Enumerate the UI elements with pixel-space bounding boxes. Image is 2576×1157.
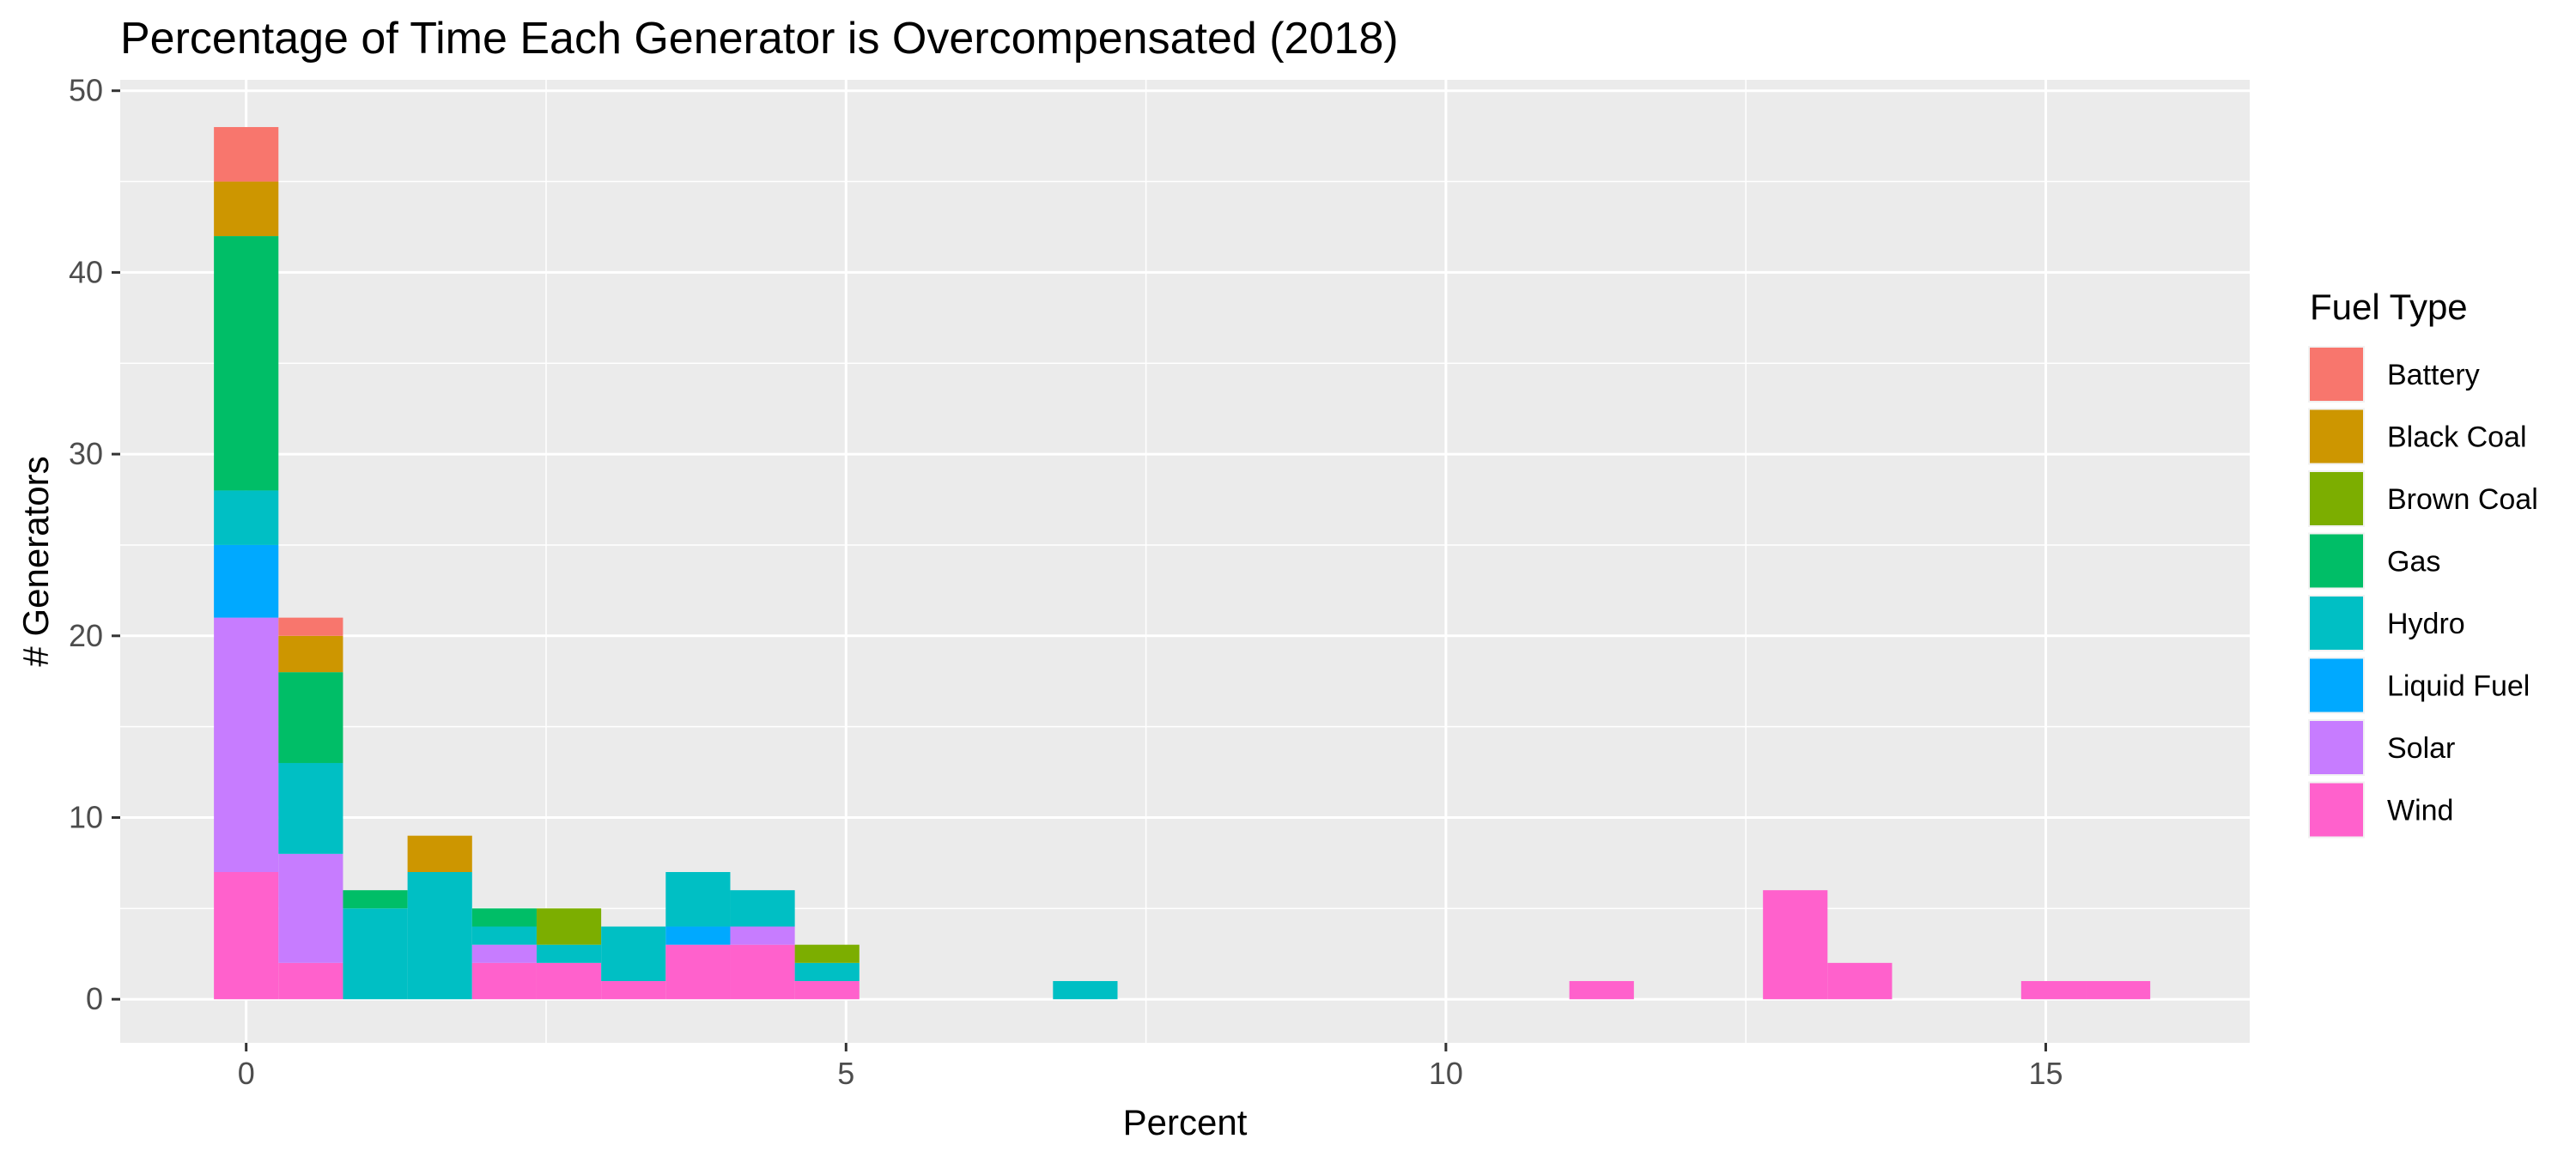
bar-gas (214, 236, 279, 491)
bar-wind (1763, 890, 1828, 1000)
bar-wind (214, 872, 279, 1000)
legend-label: Hydro (2387, 608, 2465, 640)
x-tick-label: 5 (837, 1056, 854, 1091)
bar-wind (665, 944, 731, 1000)
legend-key-wind (2310, 783, 2363, 837)
bar-solar (471, 944, 537, 963)
bar-solar (214, 617, 279, 873)
legend-key-brown-coal (2310, 472, 2363, 525)
bar-hydro (794, 962, 860, 982)
chart-title: Percentage of Time Each Generator is Ove… (120, 14, 1399, 64)
legend-label: Black Coal (2387, 421, 2527, 454)
bar-wind (2020, 981, 2087, 1000)
bar-hydro (1053, 981, 1118, 1000)
bar-black-coal (407, 835, 472, 873)
legend-label: Gas (2387, 546, 2440, 578)
legend-key-gas (2310, 534, 2363, 588)
bar-wind (601, 981, 666, 1000)
bar-wind (536, 962, 602, 1000)
bar-gas (471, 908, 537, 927)
bar-hydro (601, 926, 666, 982)
bar-liquid-fuel (214, 544, 279, 618)
y-tick-label: 0 (86, 981, 103, 1016)
bar-hydro (278, 762, 343, 854)
bar-battery (278, 617, 343, 636)
bar-wind (730, 944, 795, 1000)
bar-black-coal (278, 635, 343, 673)
legend-key-solar (2310, 721, 2363, 774)
bar-solar (730, 926, 795, 945)
bar-black-coal (214, 181, 279, 237)
x-tick-label: 0 (238, 1056, 255, 1091)
bar-wind (1569, 981, 1634, 1000)
bar-wind (2086, 981, 2151, 1000)
bar-hydro (343, 908, 408, 1000)
bar-wind (794, 981, 860, 1000)
legend-label: Solar (2387, 732, 2455, 765)
x-axis-title: Percent (1123, 1102, 1248, 1142)
legend-label: Brown Coal (2387, 483, 2538, 516)
bar-hydro (665, 872, 731, 927)
legend-label: Wind (2387, 795, 2453, 827)
bar-wind (1827, 962, 1893, 1000)
bar-wind (471, 962, 537, 1000)
bar-hydro (407, 872, 472, 1000)
bar-solar (278, 853, 343, 963)
bar-gas (278, 672, 343, 763)
bar-brown-coal (794, 944, 860, 963)
y-tick-label: 10 (69, 799, 103, 834)
legend-title: Fuel Type (2310, 287, 2468, 327)
bar-brown-coal (536, 908, 602, 945)
bar-hydro (730, 890, 795, 927)
bar-battery (214, 127, 279, 182)
bar-hydro (214, 490, 279, 545)
y-axis-title: # Generators (15, 456, 56, 666)
x-tick-label: 10 (1429, 1056, 1463, 1091)
x-tick-label: 15 (2028, 1056, 2063, 1091)
y-tick-label: 20 (69, 618, 103, 653)
y-tick-label: 30 (69, 436, 103, 471)
x-axis: 0 5 10 15 (238, 1043, 2063, 1091)
bar-liquid-fuel (665, 926, 731, 945)
plot-panel (120, 80, 2250, 1043)
legend-key-liquid-fuel (2310, 658, 2363, 712)
legend-key-black-coal (2310, 409, 2363, 463)
bar-hydro (471, 926, 537, 945)
y-tick-label: 50 (69, 73, 103, 108)
legend-label: Liquid Fuel (2387, 670, 2530, 703)
legend-key-battery (2310, 348, 2363, 401)
legend-label: Battery (2387, 359, 2480, 391)
bar-gas (343, 890, 408, 909)
legend-key-hydro (2310, 597, 2363, 650)
bar-wind (278, 962, 343, 1000)
y-tick-label: 40 (69, 254, 103, 289)
y-axis: 0 10 20 30 40 50 (69, 73, 120, 1016)
bars-layer (214, 127, 2151, 1000)
bar-hydro (536, 944, 602, 963)
legend: Fuel Type Battery Black Coal Brown Coal Gas… (2308, 287, 2538, 839)
